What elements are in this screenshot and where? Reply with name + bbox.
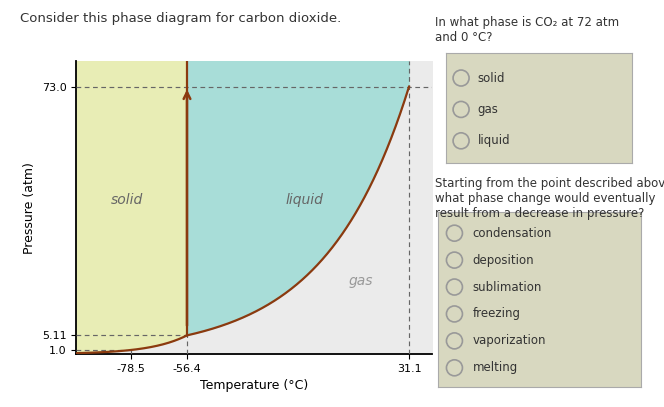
Text: Starting from the point described above,
what phase change would eventually
resu: Starting from the point described above,… xyxy=(435,177,664,220)
Text: gas: gas xyxy=(478,103,499,116)
Text: vaporization: vaporization xyxy=(473,335,546,348)
Text: solid: solid xyxy=(111,193,143,207)
Text: solid: solid xyxy=(478,72,505,85)
X-axis label: Temperature (°C): Temperature (°C) xyxy=(200,379,308,392)
Text: liquid: liquid xyxy=(286,193,323,207)
Polygon shape xyxy=(76,61,187,354)
Text: In what phase is CO₂ at 72 atm
and 0 °C?: In what phase is CO₂ at 72 atm and 0 °C? xyxy=(435,16,619,44)
Text: sublimation: sublimation xyxy=(473,280,542,293)
Text: melting: melting xyxy=(473,361,518,374)
Text: deposition: deposition xyxy=(473,254,535,267)
Text: gas: gas xyxy=(349,274,373,288)
Text: condensation: condensation xyxy=(473,227,552,240)
Text: freezing: freezing xyxy=(473,307,521,320)
Y-axis label: Pressure (atm): Pressure (atm) xyxy=(23,162,37,254)
Text: Consider this phase diagram for carbon dioxide.: Consider this phase diagram for carbon d… xyxy=(20,12,341,25)
Text: liquid: liquid xyxy=(478,134,511,147)
Polygon shape xyxy=(187,61,409,335)
